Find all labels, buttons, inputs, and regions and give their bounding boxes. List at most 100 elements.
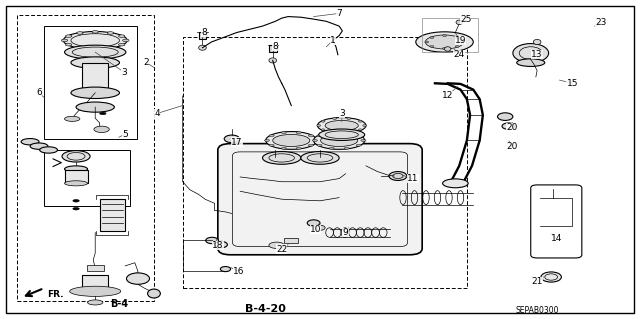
Ellipse shape bbox=[65, 181, 88, 186]
Text: SEPAB0300: SEPAB0300 bbox=[515, 306, 559, 315]
Ellipse shape bbox=[317, 144, 322, 146]
Ellipse shape bbox=[71, 87, 120, 99]
Text: B-4-20: B-4-20 bbox=[245, 304, 286, 314]
Ellipse shape bbox=[333, 118, 337, 120]
Text: 19: 19 bbox=[455, 36, 467, 45]
Ellipse shape bbox=[266, 131, 317, 149]
Ellipse shape bbox=[497, 113, 513, 121]
Text: 23: 23 bbox=[595, 19, 607, 27]
Ellipse shape bbox=[356, 144, 362, 146]
FancyBboxPatch shape bbox=[218, 144, 422, 255]
Ellipse shape bbox=[73, 199, 79, 202]
Ellipse shape bbox=[358, 120, 362, 122]
Ellipse shape bbox=[314, 131, 365, 149]
Bar bbox=[100, 199, 125, 231]
Ellipse shape bbox=[502, 123, 515, 129]
Ellipse shape bbox=[269, 58, 276, 63]
Text: 4: 4 bbox=[154, 109, 160, 118]
Bar bbox=[422, 18, 478, 52]
Bar bbox=[44, 26, 137, 139]
Ellipse shape bbox=[313, 139, 318, 141]
Text: 21: 21 bbox=[531, 277, 543, 286]
Ellipse shape bbox=[363, 124, 367, 126]
Ellipse shape bbox=[214, 241, 227, 248]
Ellipse shape bbox=[264, 139, 269, 141]
Ellipse shape bbox=[40, 147, 58, 153]
Ellipse shape bbox=[108, 47, 114, 49]
Ellipse shape bbox=[65, 45, 126, 59]
Ellipse shape bbox=[317, 124, 321, 126]
Ellipse shape bbox=[513, 44, 548, 63]
Ellipse shape bbox=[455, 37, 459, 39]
Text: 1: 1 bbox=[330, 36, 335, 45]
Ellipse shape bbox=[220, 267, 230, 271]
Ellipse shape bbox=[347, 131, 351, 133]
Ellipse shape bbox=[92, 48, 99, 50]
Ellipse shape bbox=[65, 43, 72, 46]
Text: 20: 20 bbox=[506, 142, 517, 151]
Ellipse shape bbox=[317, 118, 366, 133]
Ellipse shape bbox=[533, 40, 541, 45]
Ellipse shape bbox=[224, 135, 239, 143]
Ellipse shape bbox=[281, 132, 286, 134]
Ellipse shape bbox=[430, 37, 434, 39]
Ellipse shape bbox=[118, 35, 125, 37]
Ellipse shape bbox=[76, 102, 115, 112]
Bar bbox=[44, 150, 131, 205]
Ellipse shape bbox=[356, 135, 362, 137]
Text: 3: 3 bbox=[121, 68, 127, 77]
Ellipse shape bbox=[296, 147, 301, 149]
Text: 22: 22 bbox=[276, 245, 287, 254]
Ellipse shape bbox=[94, 126, 109, 132]
Bar bbox=[284, 238, 298, 243]
Ellipse shape bbox=[62, 151, 90, 162]
Ellipse shape bbox=[281, 147, 286, 149]
Text: 8: 8 bbox=[273, 42, 278, 51]
Ellipse shape bbox=[118, 43, 125, 46]
Text: 15: 15 bbox=[566, 79, 578, 88]
Text: FR.: FR. bbox=[47, 290, 64, 299]
Bar bbox=[182, 37, 467, 288]
Ellipse shape bbox=[347, 118, 351, 120]
Bar bbox=[83, 275, 108, 291]
Ellipse shape bbox=[205, 237, 218, 244]
Text: 14: 14 bbox=[550, 234, 562, 243]
Ellipse shape bbox=[307, 220, 320, 226]
Bar bbox=[17, 15, 154, 301]
Ellipse shape bbox=[416, 32, 473, 52]
Bar bbox=[87, 265, 104, 271]
Ellipse shape bbox=[325, 121, 358, 130]
Ellipse shape bbox=[73, 207, 79, 210]
Ellipse shape bbox=[461, 41, 465, 43]
Ellipse shape bbox=[443, 48, 447, 49]
Ellipse shape bbox=[315, 225, 325, 230]
Ellipse shape bbox=[269, 144, 274, 146]
Ellipse shape bbox=[358, 129, 362, 131]
Text: 7: 7 bbox=[336, 9, 342, 18]
Bar bbox=[83, 63, 108, 93]
Ellipse shape bbox=[296, 132, 301, 134]
Ellipse shape bbox=[65, 116, 80, 122]
Text: 6: 6 bbox=[36, 88, 42, 97]
Ellipse shape bbox=[21, 138, 39, 145]
Text: 9: 9 bbox=[342, 228, 348, 237]
Ellipse shape bbox=[108, 32, 114, 34]
Ellipse shape bbox=[516, 59, 545, 66]
Ellipse shape bbox=[443, 35, 447, 37]
Ellipse shape bbox=[273, 134, 310, 146]
Ellipse shape bbox=[63, 32, 127, 49]
Bar bbox=[269, 45, 276, 51]
Ellipse shape bbox=[541, 272, 561, 282]
Ellipse shape bbox=[198, 45, 206, 50]
Bar bbox=[65, 170, 88, 183]
Ellipse shape bbox=[321, 129, 325, 131]
Text: 24: 24 bbox=[454, 50, 465, 59]
Ellipse shape bbox=[123, 39, 129, 42]
Text: 3: 3 bbox=[339, 109, 345, 118]
Text: 10: 10 bbox=[310, 225, 321, 234]
Ellipse shape bbox=[344, 147, 349, 149]
Ellipse shape bbox=[65, 166, 88, 172]
Ellipse shape bbox=[321, 120, 325, 122]
Ellipse shape bbox=[77, 32, 83, 34]
Ellipse shape bbox=[127, 273, 150, 284]
